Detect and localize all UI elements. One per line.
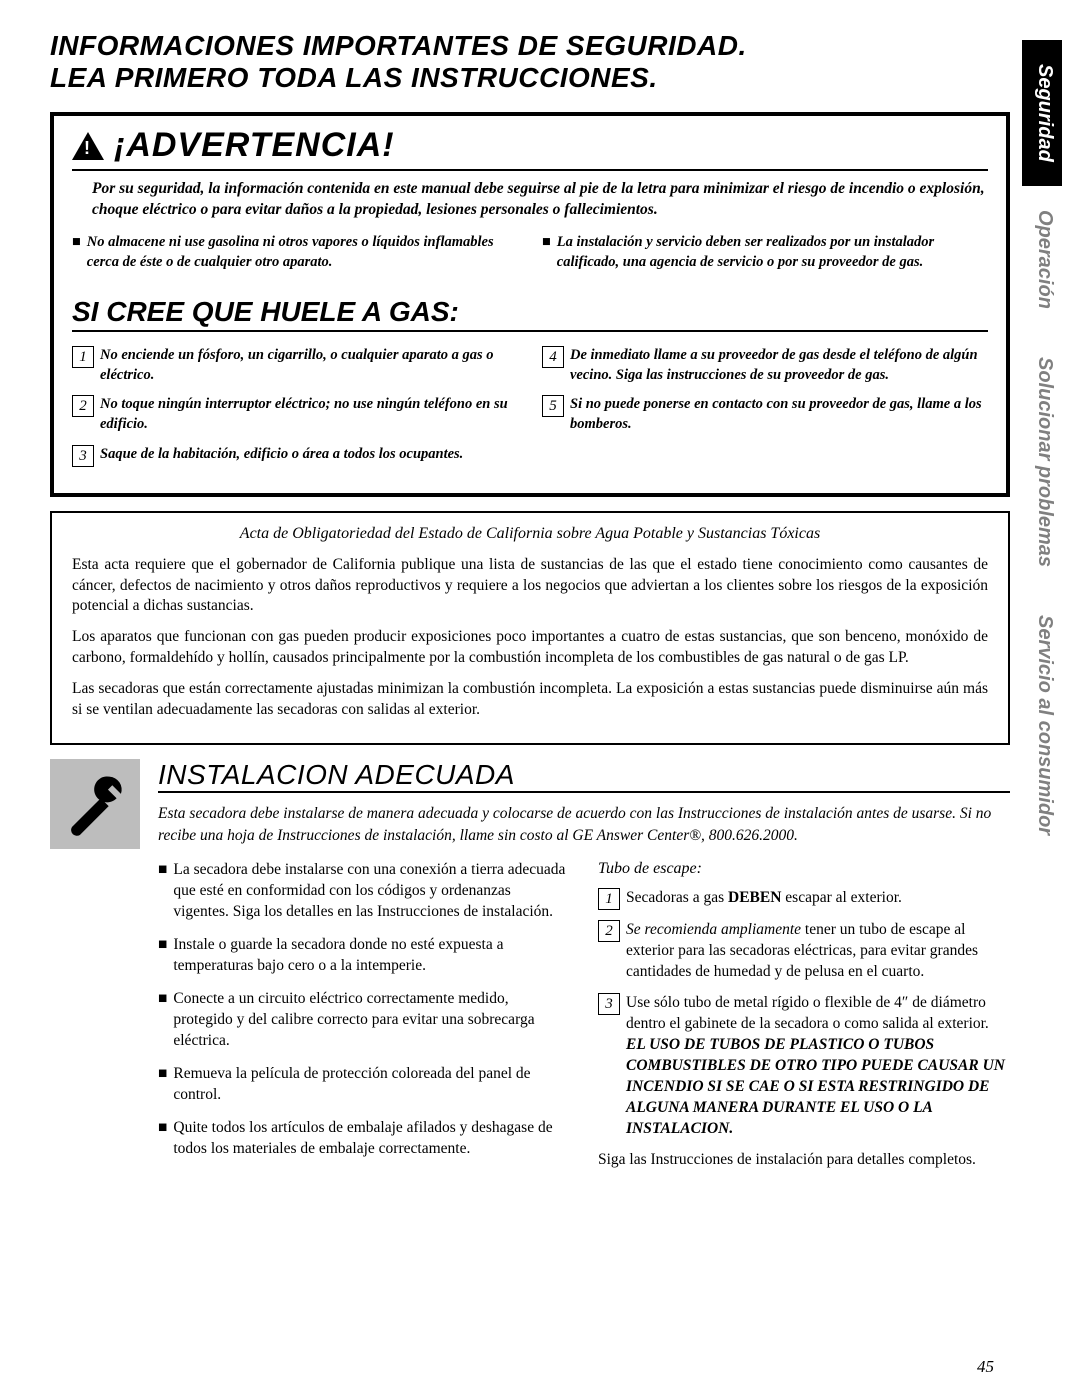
bullet-text: Quite todos los artículos de embalaje af…: [173, 1118, 570, 1160]
bullet-text: Conecte a un circuito eléctrico correcta…: [173, 989, 570, 1052]
step-text: Si no puede ponerse en contacto con su p…: [570, 395, 988, 434]
warning-box: ¡ADVERTENCIA! Por su seguridad, la infor…: [50, 112, 1010, 496]
step-text: No enciende un fósforo, un cigarrillo, o…: [100, 346, 518, 385]
warning-bullet-right: La instalación y servicio deben ser real…: [542, 233, 988, 272]
step-number-icon: 1: [72, 346, 94, 368]
wrench-icon: [50, 759, 140, 849]
tubo-step-1: 1 Secadoras a gas DEBEN escapar al exter…: [598, 888, 1010, 910]
bullet-text: No almacene ni use gasolina ni otros vap…: [87, 233, 518, 272]
t2-italic: Se recomienda ampliamente: [626, 921, 801, 938]
california-p2: Los aparatos que funcionan con gas puede…: [72, 627, 988, 669]
intro-phone: , 800.626.2000.: [701, 827, 798, 844]
warning-intro: Por su seguridad, la información conteni…: [72, 179, 988, 221]
gas-steps: 1 No enciende un fósforo, un cigarrillo,…: [72, 346, 988, 476]
intro-text: Esta secadora debe instalarse de manera …: [158, 805, 991, 844]
square-bullet-icon: [158, 1064, 167, 1106]
installation-columns: La secadora debe instalarse con una cone…: [158, 860, 1010, 1171]
side-tab-strip: Seguridad Operación Solucionar problemas…: [1022, 40, 1062, 859]
square-bullet-icon: [158, 1118, 167, 1160]
step-number-icon: 4: [542, 346, 564, 368]
step-number-icon: 3: [72, 445, 94, 467]
page-number: 45: [977, 1357, 994, 1377]
california-body: Esta acta requiere que el gobernador de …: [72, 555, 988, 721]
install-bullet: Conecte a un circuito eléctrico correcta…: [158, 989, 570, 1052]
gas-step-1: 1 No enciende un fósforo, un cigarrillo,…: [72, 346, 518, 385]
warning-title: ¡ADVERTENCIA!: [114, 126, 395, 165]
bullet-text: Instale o guarde la secadora donde no es…: [173, 935, 570, 977]
t1-bold: DEBEN: [728, 889, 781, 906]
step-number-icon: 5: [542, 395, 564, 417]
t1-pre: Secadoras a gas: [626, 889, 728, 906]
step-text: Saque de la habitación, edificio o área …: [100, 445, 463, 465]
gas-step-3: 3 Saque de la habitación, edificio o áre…: [72, 445, 518, 467]
step-number-icon: 1: [598, 888, 620, 910]
page-header: INFORMACIONES IMPORTANTES DE SEGURIDAD. …: [50, 30, 1010, 94]
install-bullet: Quite todos los artículos de embalaje af…: [158, 1118, 570, 1160]
t1-post: escapar al exterior.: [781, 889, 902, 906]
follow-instructions: Siga las Instrucciones de instalación pa…: [598, 1150, 1010, 1171]
step-text: Secadoras a gas DEBEN escapar al exterio…: [626, 888, 1010, 909]
square-bullet-icon: [158, 860, 167, 923]
gas-step-5: 5 Si no puede ponerse en contacto con su…: [542, 395, 988, 434]
square-bullet-icon: [158, 935, 167, 977]
tab-servicio[interactable]: Servicio al consumidor: [1022, 591, 1062, 859]
california-p3: Las secadoras que están correctamente aj…: [72, 679, 988, 721]
tubo-heading: Tubo de escape:: [598, 860, 1010, 878]
installation-content: INSTALACION ADECUADA Esta secadora debe …: [158, 759, 1010, 1171]
gas-step-4: 4 De inmediato llame a su proveedor de g…: [542, 346, 988, 385]
installation-section: INSTALACION ADECUADA Esta secadora debe …: [50, 759, 1010, 1171]
step-text: De inmediato llame a su proveedor de gas…: [570, 346, 988, 385]
step-text: No toque ningún interruptor eléctrico; n…: [100, 395, 518, 434]
square-bullet-icon: [542, 233, 551, 272]
tubo-step-2: 2 Se recomienda ampliamente tener un tub…: [598, 920, 1010, 983]
tubo-step-3: 3 Use sólo tubo de metal rígido o flexib…: [598, 993, 1010, 1139]
t3-bold: EL USO DE TUBOS DE PLASTICO O TUBOS COMB…: [626, 1036, 1005, 1137]
step-number-icon: 2: [598, 920, 620, 942]
bullet-text: La instalación y servicio deben ser real…: [557, 233, 988, 272]
step-text: Use sólo tubo de metal rígido o flexible…: [626, 993, 1010, 1139]
gas-smell-heading: SI CREE QUE HUELE A GAS:: [72, 296, 988, 332]
warning-bullets: No almacene ni use gasolina ni otros vap…: [72, 233, 988, 278]
gas-step-2: 2 No toque ningún interruptor eléctrico;…: [72, 395, 518, 434]
install-right-col: Tubo de escape: 1 Secadoras a gas DEBEN …: [598, 860, 1010, 1171]
square-bullet-icon: [72, 233, 81, 272]
installation-title: INSTALACION ADECUADA: [158, 759, 1010, 793]
warning-bullet-left: No almacene ni use gasolina ni otros vap…: [72, 233, 518, 272]
warning-title-row: ¡ADVERTENCIA!: [72, 126, 988, 171]
header-line-2: LEA PRIMERO TODA LAS INSTRUCCIONES.: [50, 62, 1010, 94]
tab-solucionar[interactable]: Solucionar problemas: [1022, 333, 1062, 591]
step-text: Se recomienda ampliamente tener un tubo …: [626, 920, 1010, 983]
california-title: Acta de Obligatoriedad del Estado de Cal…: [72, 525, 988, 543]
california-p1: Esta acta requiere que el gobernador de …: [72, 555, 988, 618]
install-bullet: Remueva la película de protección colore…: [158, 1064, 570, 1106]
california-notice: Acta de Obligatoriedad del Estado de Cal…: [50, 511, 1010, 745]
tab-seguridad[interactable]: Seguridad: [1022, 40, 1062, 186]
header-line-1: INFORMACIONES IMPORTANTES DE SEGURIDAD.: [50, 30, 1010, 62]
wrench-icon-container: [50, 759, 140, 1171]
install-bullet: La secadora debe instalarse con una cone…: [158, 860, 570, 923]
t3-pre: Use sólo tubo de metal rígido o flexible…: [626, 994, 989, 1032]
bullet-text: Remueva la película de protección colore…: [173, 1064, 570, 1106]
registered-mark: ®: [689, 827, 701, 844]
square-bullet-icon: [158, 989, 167, 1052]
installation-intro: Esta secadora debe instalarse de manera …: [158, 803, 1010, 846]
step-number-icon: 3: [598, 993, 620, 1015]
install-left-col: La secadora debe instalarse con una cone…: [158, 860, 570, 1171]
warning-triangle-icon: [72, 132, 104, 160]
tab-operacion[interactable]: Operación: [1022, 186, 1062, 333]
page-content: INFORMACIONES IMPORTANTES DE SEGURIDAD. …: [0, 0, 1080, 1191]
step-number-icon: 2: [72, 395, 94, 417]
install-bullet: Instale o guarde la secadora donde no es…: [158, 935, 570, 977]
bullet-text: La secadora debe instalarse con una cone…: [173, 860, 570, 923]
